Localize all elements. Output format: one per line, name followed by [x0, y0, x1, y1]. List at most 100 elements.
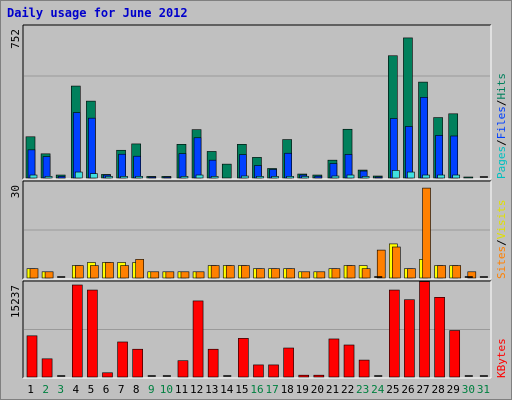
bar-files-day-8 [133, 155, 141, 179]
bar-pages-day-12 [195, 174, 204, 179]
y-max-label-top: 752 [9, 29, 22, 49]
bar-sites-day-11 [180, 271, 190, 279]
bar-kbytes-day-2 [41, 358, 53, 378]
bar-sites-day-13 [210, 265, 220, 279]
bar-files-day-24 [374, 176, 383, 179]
bar-sites-day-15 [241, 265, 250, 279]
x-tick-label-day-4: 4 [73, 383, 80, 396]
legend-top: Pages/Files/Hits [495, 73, 508, 179]
x-tick-label-day-30: 30 [462, 383, 475, 396]
bar-files-day-29 [450, 135, 459, 179]
chart-title: Daily usage for June 2012 [7, 6, 188, 20]
x-tick-label-day-16: 16 [250, 383, 263, 396]
bar-kbytes-day-28 [434, 296, 445, 378]
y-max-label-middle: 30 [9, 185, 22, 198]
bar-kbytes-day-17 [268, 364, 279, 378]
bar-pages-day-6 [105, 176, 113, 179]
x-tick-label-day-22: 22 [341, 383, 354, 396]
bar-sites-day-30 [467, 271, 477, 279]
bar-files-day-10 [163, 176, 172, 179]
bar-kbytes-day-19 [298, 374, 310, 378]
bar-kbytes-day-26 [404, 299, 415, 378]
bar-files-day-26 [405, 126, 413, 179]
bar-kbytes-day-20 [313, 374, 325, 378]
bar-sites-day-22 [346, 265, 356, 279]
bar-kbytes-day-15 [238, 338, 249, 378]
bar-pages-day-29 [452, 174, 461, 179]
bar-files-day-13 [208, 159, 217, 179]
bar-files-day-1 [27, 149, 36, 179]
x-tick-label-day-23: 23 [356, 383, 369, 396]
bar-sites-day-5 [90, 265, 99, 279]
x-tick-label-day-31: 31 [477, 383, 490, 396]
bar-sites-day-14 [225, 265, 235, 279]
x-tick-label-day-6: 6 [103, 383, 110, 396]
x-tick-label-day-24: 24 [371, 383, 385, 396]
x-tick-label-day-1: 1 [27, 383, 34, 396]
bar-pages-day-22 [346, 174, 355, 179]
legend-middle-part-0: Sites [495, 246, 508, 279]
bar-files-day-5 [88, 117, 96, 179]
bar-hits-day-14 [221, 163, 232, 179]
legend-bottom: KBytes [495, 338, 508, 378]
bar-files-day-22 [344, 154, 353, 179]
bar-pages-day-13 [210, 176, 219, 179]
bar-sites-day-26 [407, 268, 416, 279]
bar-sites-day-17 [271, 268, 280, 279]
bar-kbytes-day-12 [192, 300, 204, 378]
bar-sites-day-4 [74, 265, 84, 279]
bar-pages-day-8 [135, 176, 143, 179]
x-tick-label-day-20: 20 [311, 383, 324, 396]
bar-sites-day-2 [44, 271, 54, 279]
bar-kbytes-day-13 [207, 348, 219, 378]
bar-kbytes-day-5 [87, 289, 98, 378]
bar-pages-day-23 [361, 176, 370, 179]
bar-kbytes-day-6 [102, 372, 113, 378]
x-tick-label-day-19: 19 [296, 383, 309, 396]
bar-kbytes-day-8 [132, 348, 143, 378]
bar-pages-day-1 [29, 174, 38, 179]
x-tick-label-day-25: 25 [386, 383, 399, 396]
bar-kbytes-day-18 [283, 347, 294, 378]
bar-sites-day-9 [150, 271, 160, 279]
bar-files-day-12 [193, 137, 202, 179]
bar-kbytes-day-25 [389, 289, 400, 378]
y-max-label-bottom: 15237 [9, 285, 22, 318]
bar-sites-day-6 [105, 262, 114, 279]
bar-pages-day-11 [180, 176, 189, 179]
bar-pages-day-7 [120, 176, 128, 179]
bar-pages-day-4 [74, 171, 83, 179]
x-tick-label-day-8: 8 [133, 383, 140, 396]
x-tick-label-day-21: 21 [326, 383, 339, 396]
bar-kbytes-day-21 [328, 338, 340, 378]
legend-top-part-1: / [495, 139, 508, 146]
x-tick-label-day-14: 14 [220, 383, 234, 396]
bar-sites-day-25 [392, 246, 401, 279]
x-tick-label-day-29: 29 [447, 383, 460, 396]
bar-files-day-18 [284, 152, 292, 179]
bar-sites-day-19 [301, 271, 311, 279]
bar-kbytes-day-22 [343, 344, 355, 378]
bar-files-day-27 [420, 97, 428, 179]
bar-pages-day-27 [422, 174, 430, 179]
x-tick-label-day-7: 7 [118, 383, 125, 396]
bar-pages-day-17 [271, 176, 279, 179]
bar-files-day-7 [118, 153, 126, 179]
x-tick-label-day-27: 27 [416, 383, 429, 396]
x-tick-label-day-15: 15 [235, 383, 248, 396]
bar-sites-day-23 [361, 268, 371, 279]
bar-sites-day-27 [422, 187, 431, 279]
bar-files-day-9 [148, 176, 157, 179]
bar-kbytes-day-11 [177, 360, 189, 378]
bar-pages-day-25 [392, 170, 400, 179]
bar-sites-day-12 [195, 271, 205, 279]
bar-files-day-11 [178, 153, 187, 179]
bar-pages-day-19 [301, 176, 310, 179]
x-tick-label-day-3: 3 [57, 383, 64, 396]
x-tick-label-day-2: 2 [42, 383, 49, 396]
bar-pages-day-16 [256, 176, 264, 179]
bar-pages-day-2 [44, 176, 53, 179]
bar-pages-day-21 [331, 175, 340, 179]
